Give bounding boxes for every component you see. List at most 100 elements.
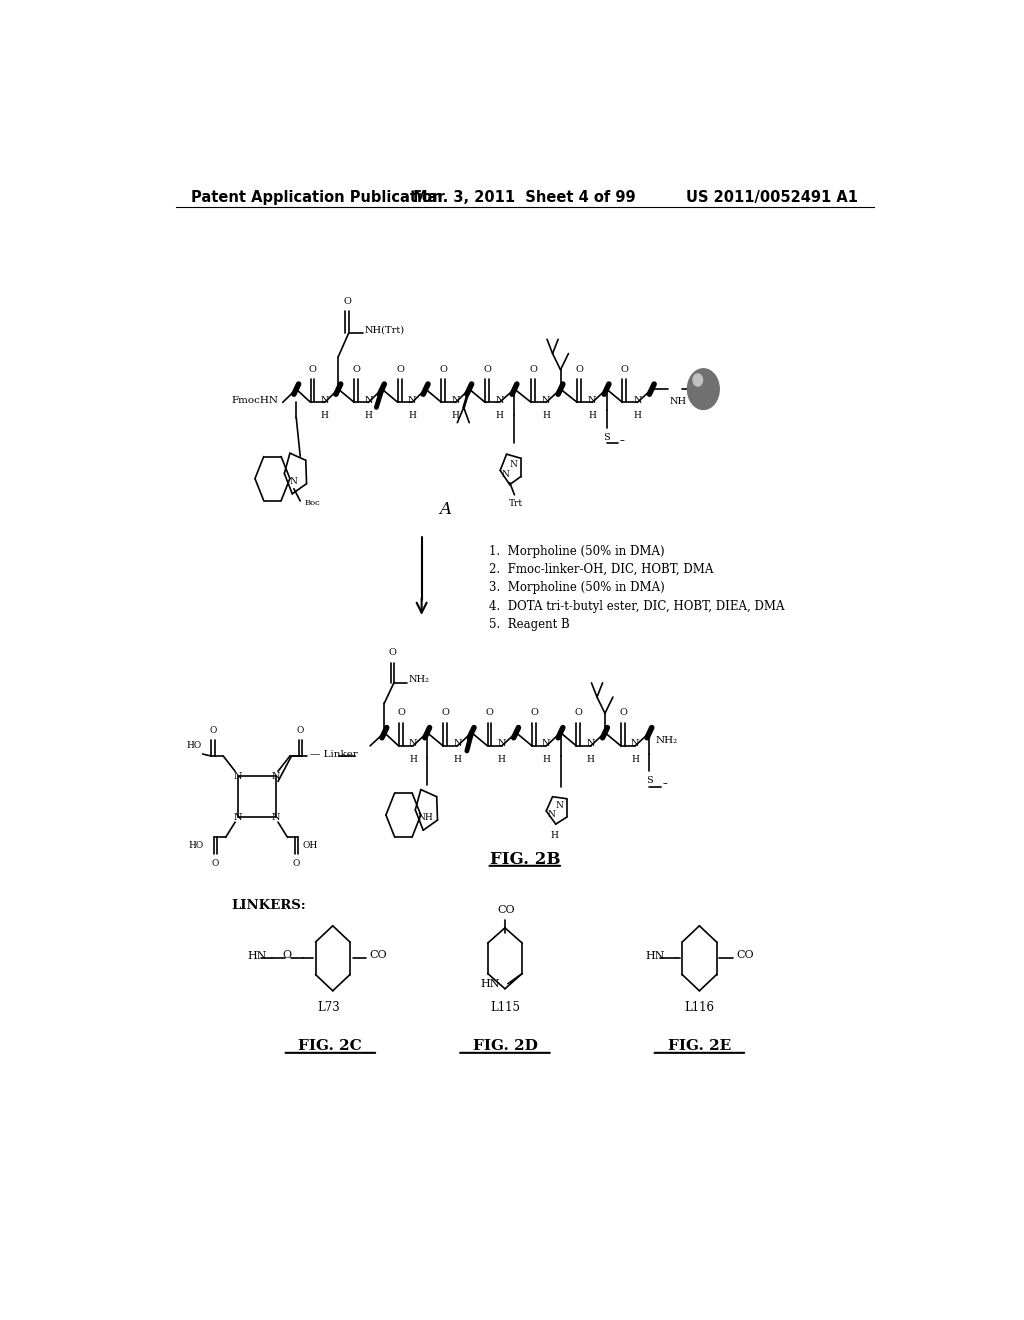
Text: O: O bbox=[352, 364, 360, 374]
Text: NH: NH bbox=[670, 397, 686, 405]
Text: NH: NH bbox=[418, 813, 433, 821]
Text: H: H bbox=[409, 412, 416, 421]
Text: HN: HN bbox=[480, 978, 500, 989]
Text: — Linker: — Linker bbox=[309, 750, 357, 759]
Text: N: N bbox=[501, 470, 509, 479]
Text: N: N bbox=[498, 739, 506, 748]
Text: N: N bbox=[496, 396, 504, 405]
Text: H: H bbox=[409, 755, 417, 764]
Text: N: N bbox=[453, 739, 462, 748]
Text: O: O bbox=[440, 364, 447, 374]
Text: O: O bbox=[529, 364, 538, 374]
Text: FIG. 2D: FIG. 2D bbox=[472, 1039, 538, 1053]
Text: N: N bbox=[271, 772, 280, 781]
Text: O: O bbox=[621, 364, 629, 374]
Text: H: H bbox=[631, 755, 639, 764]
Text: Trt: Trt bbox=[509, 499, 523, 508]
Text: N: N bbox=[233, 813, 242, 821]
Text: FmocHN: FmocHN bbox=[231, 396, 279, 405]
Text: O: O bbox=[397, 709, 404, 718]
Text: O: O bbox=[574, 709, 583, 718]
Text: H: H bbox=[543, 755, 550, 764]
Text: HN: HN bbox=[645, 952, 665, 961]
Text: L115: L115 bbox=[489, 1001, 520, 1014]
Text: O: O bbox=[620, 709, 627, 718]
Text: N: N bbox=[587, 739, 595, 748]
Text: O: O bbox=[396, 364, 404, 374]
Text: N: N bbox=[365, 396, 373, 405]
Text: O: O bbox=[309, 364, 316, 374]
Text: N: N bbox=[408, 396, 417, 405]
Text: L116: L116 bbox=[684, 1001, 715, 1014]
Text: NH₂: NH₂ bbox=[409, 676, 429, 684]
Text: N: N bbox=[510, 459, 517, 469]
Text: O: O bbox=[297, 726, 304, 735]
Text: FIG. 2C: FIG. 2C bbox=[298, 1039, 362, 1053]
Text: Mar. 3, 2011  Sheet 4 of 99: Mar. 3, 2011 Sheet 4 of 99 bbox=[414, 190, 636, 205]
Text: H: H bbox=[452, 412, 460, 421]
Text: S: S bbox=[603, 433, 610, 442]
Text: H: H bbox=[543, 412, 550, 421]
Text: O: O bbox=[575, 364, 584, 374]
Text: O: O bbox=[209, 726, 217, 735]
Text: Boc: Boc bbox=[304, 499, 319, 507]
Text: OH: OH bbox=[303, 841, 317, 850]
Text: N: N bbox=[233, 772, 242, 781]
Text: HO: HO bbox=[186, 742, 202, 750]
Text: N: N bbox=[271, 813, 280, 821]
Text: H: H bbox=[454, 755, 461, 764]
Text: H: H bbox=[496, 412, 504, 421]
Text: FIG. 2B: FIG. 2B bbox=[489, 851, 560, 869]
Text: –: – bbox=[620, 436, 624, 445]
Text: 1.  Morpholine (50% in DMA): 1. Morpholine (50% in DMA) bbox=[489, 545, 665, 557]
Text: N: N bbox=[547, 810, 555, 820]
Text: N: N bbox=[588, 396, 597, 405]
Text: H: H bbox=[589, 412, 596, 421]
Text: 3.  Morpholine (50% in DMA): 3. Morpholine (50% in DMA) bbox=[489, 581, 665, 594]
Text: CO: CO bbox=[370, 950, 387, 960]
Text: NH₂: NH₂ bbox=[655, 737, 678, 746]
Text: HN: HN bbox=[247, 952, 266, 961]
Text: HO: HO bbox=[189, 841, 204, 850]
Text: H: H bbox=[587, 755, 595, 764]
Text: O: O bbox=[441, 709, 450, 718]
Text: H: H bbox=[498, 755, 506, 764]
Text: L73: L73 bbox=[317, 1001, 340, 1014]
Text: N: N bbox=[290, 477, 298, 486]
Text: H: H bbox=[365, 412, 373, 421]
Text: N: N bbox=[452, 396, 460, 405]
Text: H: H bbox=[550, 832, 558, 841]
Text: O: O bbox=[530, 709, 539, 718]
Text: N: N bbox=[542, 396, 551, 405]
Text: LINKERS:: LINKERS: bbox=[231, 899, 306, 912]
Text: N: N bbox=[409, 739, 417, 748]
Text: O: O bbox=[212, 859, 219, 867]
Circle shape bbox=[693, 374, 702, 385]
Text: FIG. 2E: FIG. 2E bbox=[668, 1039, 731, 1053]
Text: O: O bbox=[343, 297, 351, 306]
Circle shape bbox=[687, 368, 719, 409]
Text: O: O bbox=[283, 950, 291, 960]
Text: N: N bbox=[631, 739, 639, 748]
Text: S: S bbox=[646, 776, 652, 785]
Text: 2.  Fmoc-linker-OH, DIC, HOBT, DMA: 2. Fmoc-linker-OH, DIC, HOBT, DMA bbox=[489, 562, 714, 576]
Text: O: O bbox=[486, 709, 494, 718]
Text: CO: CO bbox=[498, 904, 515, 915]
Text: CO: CO bbox=[736, 950, 754, 960]
Text: US 2011/0052491 A1: US 2011/0052491 A1 bbox=[686, 190, 858, 205]
Text: O: O bbox=[388, 648, 396, 657]
Text: H: H bbox=[634, 412, 641, 421]
Text: N: N bbox=[633, 396, 642, 405]
Text: N: N bbox=[321, 396, 329, 405]
Text: O: O bbox=[293, 859, 300, 867]
Text: O: O bbox=[483, 364, 492, 374]
Text: 4.  DOTA tri-t-butyl ester, DIC, HOBT, DIEA, DMA: 4. DOTA tri-t-butyl ester, DIC, HOBT, DI… bbox=[489, 599, 784, 612]
Text: Patent Application Publication: Patent Application Publication bbox=[191, 190, 443, 205]
Text: 5.  Reagent B: 5. Reagent B bbox=[489, 618, 569, 631]
Text: N: N bbox=[542, 739, 551, 748]
Text: A: A bbox=[439, 500, 452, 517]
Text: H: H bbox=[321, 412, 329, 421]
Text: N: N bbox=[556, 801, 563, 810]
Text: –: – bbox=[663, 779, 667, 788]
Text: NH(Trt): NH(Trt) bbox=[365, 326, 404, 335]
